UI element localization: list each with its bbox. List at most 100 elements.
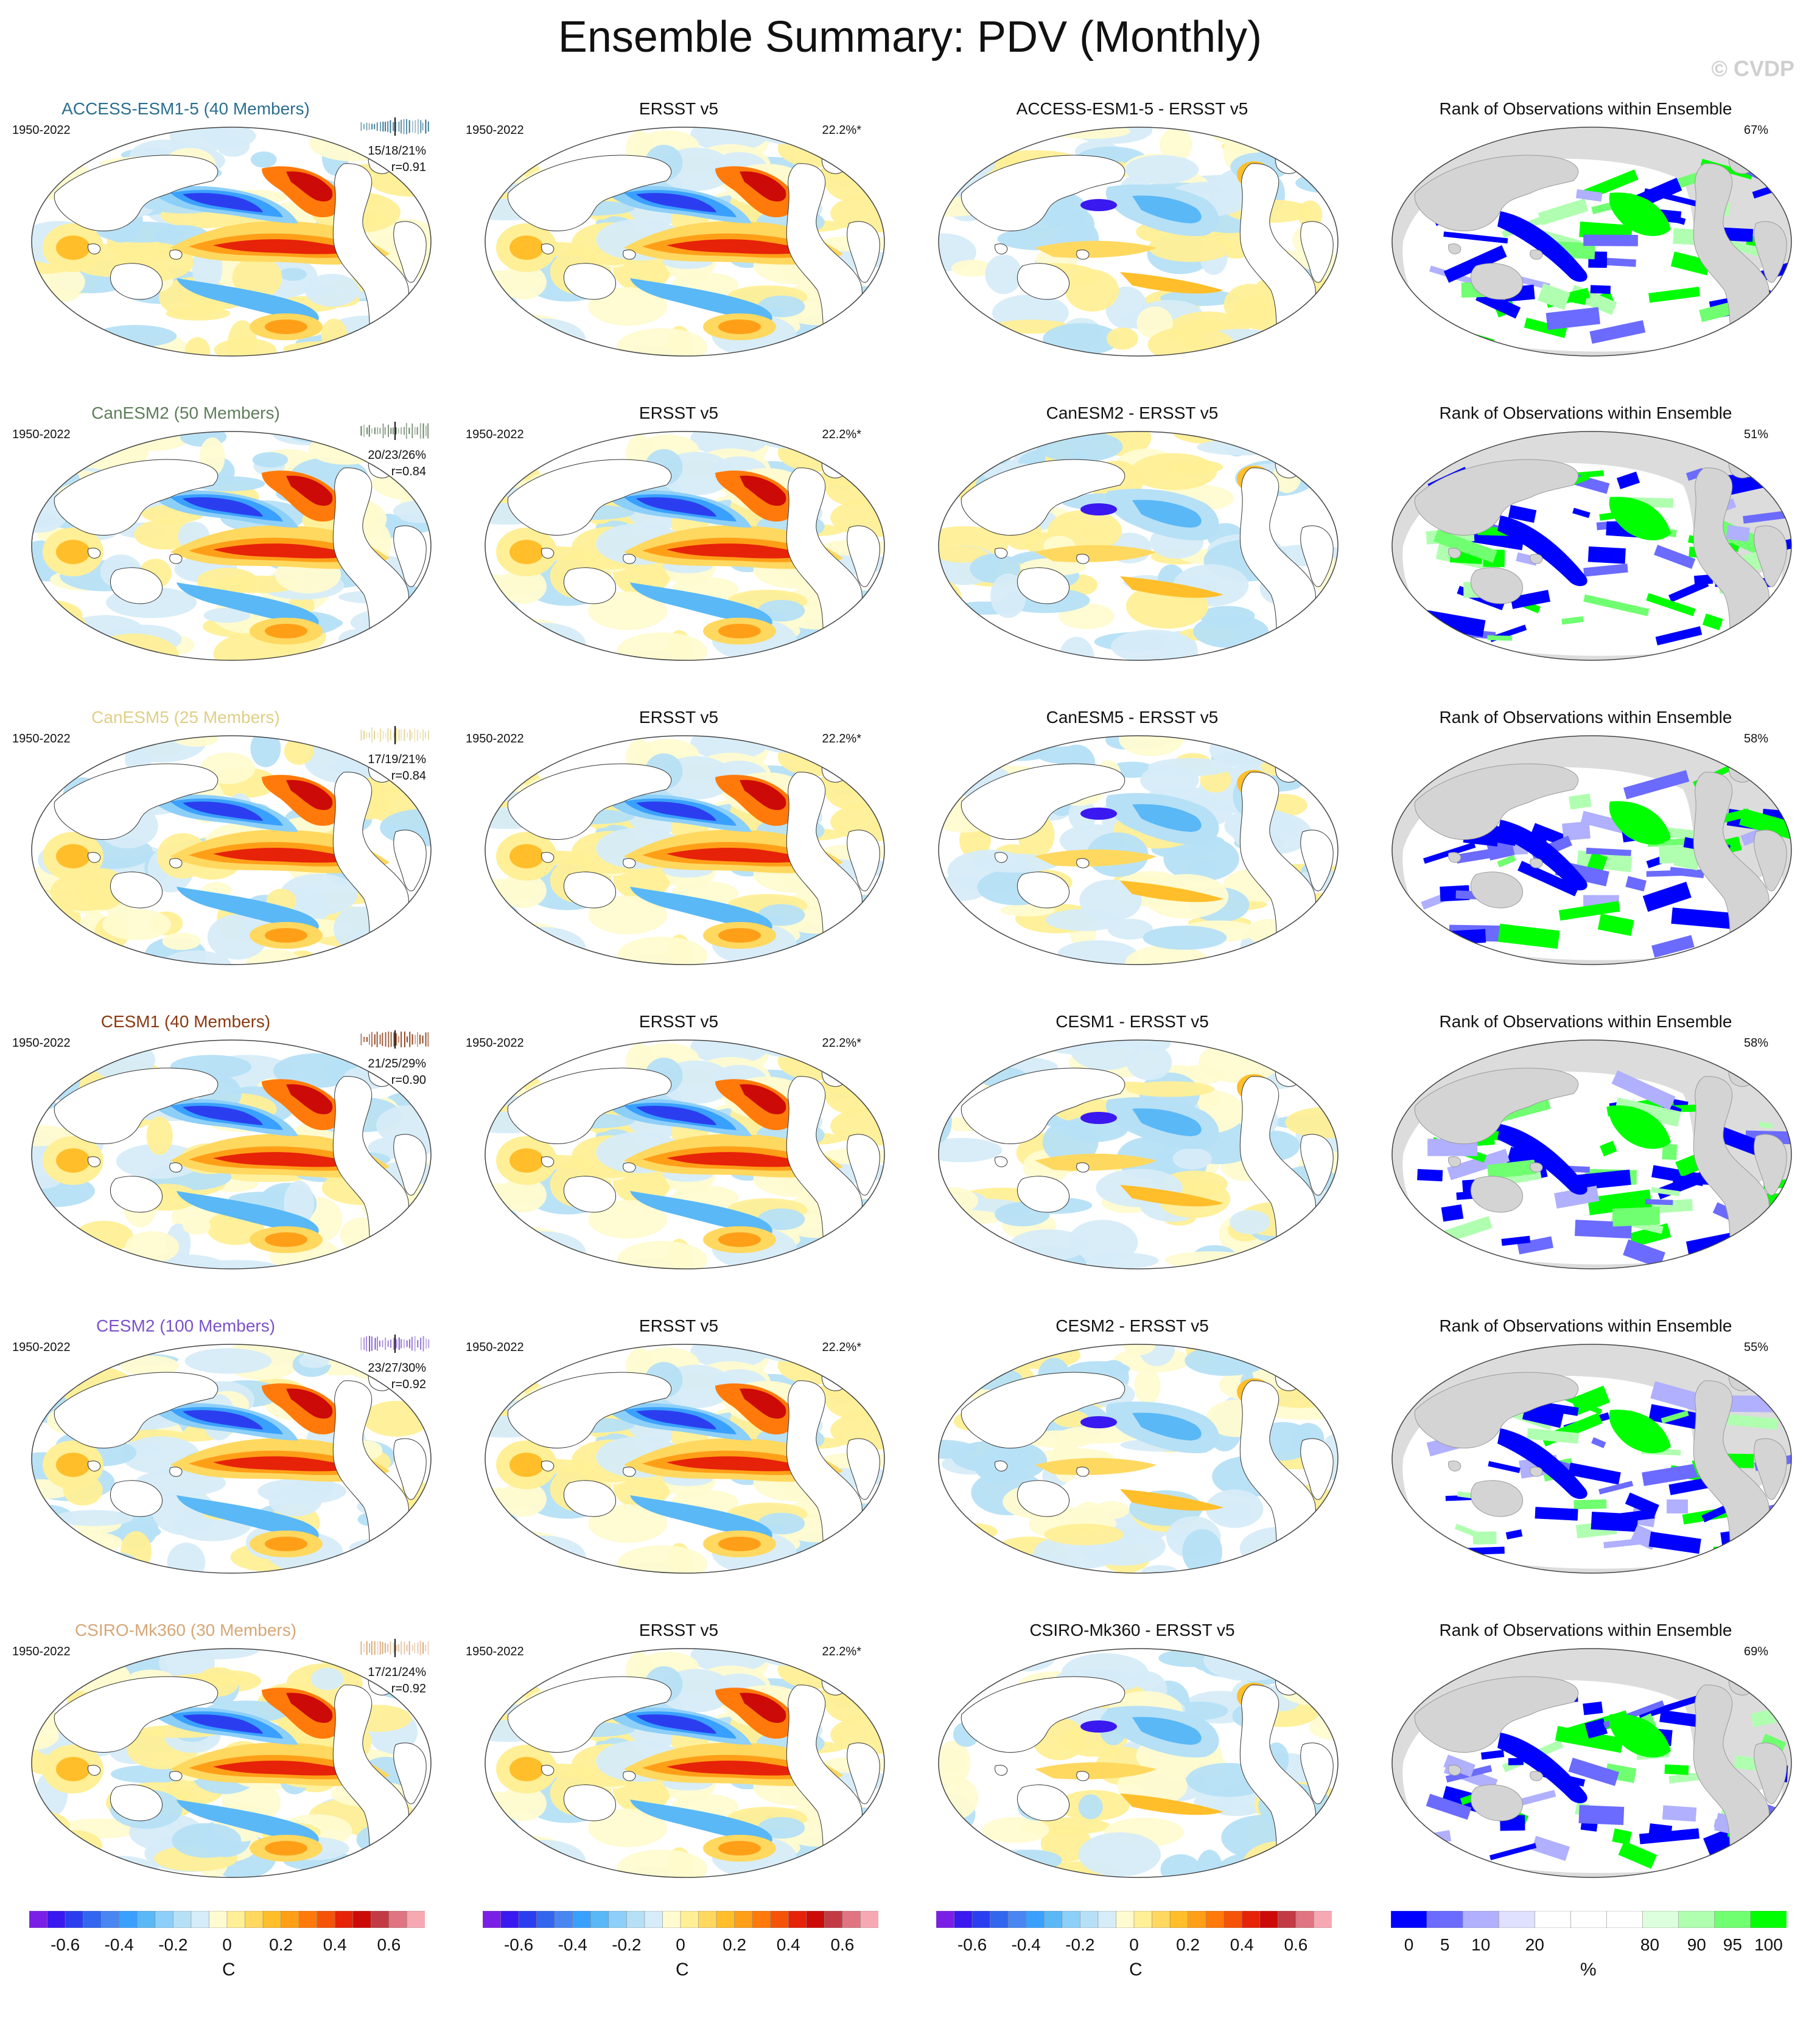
model-sst-map [31, 1344, 432, 1574]
colorbar-strip [1390, 1910, 1787, 1929]
colorbar-tick-label: 0.2 [269, 1935, 293, 1954]
obs-panel: ERSST v5 1950-2022 22.2%* [460, 703, 898, 1007]
rank-pct: 69% [1743, 1645, 1768, 1658]
model-title: CanESM5 (25 Members) [91, 708, 280, 727]
model-stats: 21/25/29% r=0.90 [368, 1056, 426, 1089]
model-sst-map [31, 1039, 432, 1269]
diff-panel: CanESM5 - ERSST v5 [913, 703, 1351, 1007]
model-title: ACCESS-ESM1-5 (40 Members) [61, 99, 310, 118]
member-spread-bars [360, 726, 429, 744]
rank-pct: 51% [1743, 428, 1768, 441]
colorbar-tick-label: 0 [1404, 1935, 1414, 1954]
colorbar-tick-label: 5 [1440, 1935, 1450, 1954]
obs-sst-map [485, 735, 885, 965]
rank-pct: 55% [1743, 1341, 1768, 1354]
rank-title: Rank of Observations within Ensemble [1439, 1316, 1732, 1335]
obs-panel: ERSST v5 1950-2022 22.2%* [460, 1311, 898, 1616]
period-label: 1950-2022 [12, 1341, 71, 1354]
colorbar-tick-label: -0.4 [104, 1935, 134, 1954]
diff-colorbar: -0.6 -0.4 -0.2 0 0.2 0.4 0.6 C [936, 1910, 1332, 2018]
colorbar-tick-label: 10 [1471, 1935, 1491, 1954]
colorbar-strip [29, 1910, 425, 1929]
stats-percentiles: 21/25/29% [368, 1057, 426, 1070]
colorbar-tick-label: 0.2 [1176, 1935, 1200, 1954]
rank-pct: 58% [1743, 1036, 1768, 1050]
period-label: 1950-2022 [12, 124, 71, 137]
pattern-correlation: r=0.84 [391, 465, 426, 478]
diff-title: CanESM5 - ERSST v5 [1046, 708, 1219, 727]
colorbar-tick-label: -0.4 [558, 1935, 587, 1954]
model-panel: CSIRO-Mk360 (30 Members) 1950-2022 17/21… [6, 1616, 444, 1920]
colorbar-tick-label: 0.4 [776, 1935, 800, 1954]
model-sst-map [31, 127, 432, 357]
obs-variance-pct: 22.2%* [822, 1341, 862, 1354]
obs-title: ERSST v5 [639, 1316, 719, 1335]
obs-sst-map [485, 127, 885, 357]
period-label: 1950-2022 [466, 1341, 524, 1354]
obs-title: ERSST v5 [639, 1621, 719, 1639]
colorbar-tick-label: -0.6 [957, 1935, 987, 1954]
diff-title: CanESM2 - ERSST v5 [1046, 403, 1219, 422]
period-label: 1950-2022 [12, 1645, 71, 1658]
period-label: 1950-2022 [12, 1036, 71, 1050]
colorbar-tick-label: 90 [1687, 1935, 1706, 1954]
stats-percentiles: 20/23/26% [368, 449, 426, 462]
colorbar-tick-label: -0.2 [1065, 1935, 1095, 1954]
model-sst-map [31, 735, 432, 965]
model-stats: 15/18/21% r=0.91 [368, 143, 426, 176]
model-panel: CanESM2 (50 Members) 1950-2022 20/23/26%… [6, 399, 444, 703]
colorbar-tick-label: 80 [1640, 1935, 1660, 1954]
rank-map [1391, 1039, 1792, 1269]
cvdp-credit: © CVDP [1711, 56, 1794, 81]
obs-sst-map [485, 431, 885, 661]
stats-percentiles: 17/21/24% [368, 1666, 426, 1679]
rank-map [1391, 735, 1792, 965]
colorbar-tick-label: -0.2 [158, 1935, 188, 1954]
model-sst-map [31, 1648, 432, 1878]
rank-panel: Rank of Observations within Ensemble 51% [1367, 399, 1805, 703]
diff-sst-map [938, 1344, 1339, 1574]
rank-map [1391, 127, 1792, 357]
diff-sst-map [938, 1648, 1339, 1878]
model-title: CESM2 (100 Members) [96, 1316, 276, 1335]
pattern-correlation: r=0.91 [391, 161, 426, 174]
colorbar-tick-label: 0.4 [1230, 1935, 1254, 1954]
rank-panel: Rank of Observations within Ensemble 67% [1367, 94, 1805, 399]
colorbar-tick-label: 0.6 [377, 1935, 401, 1954]
model-sst-map [31, 431, 432, 661]
obs-title: ERSST v5 [639, 708, 719, 727]
member-spread-bars [360, 1030, 429, 1049]
colorbar-tick-label: 0 [222, 1935, 232, 1954]
model-colorbar: -0.6 -0.4 -0.2 0 0.2 0.4 0.6 C [29, 1910, 425, 2018]
rank-panel: Rank of Observations within Ensemble 58% [1367, 1007, 1805, 1311]
diff-sst-map [938, 735, 1339, 965]
rank-title: Rank of Observations within Ensemble [1439, 99, 1732, 118]
obs-variance-pct: 22.2%* [822, 1645, 862, 1658]
page-title: Ensemble Summary: PDV (Monthly) [558, 13, 1262, 61]
rank-title: Rank of Observations within Ensemble [1439, 708, 1732, 727]
rank-panel: Rank of Observations within Ensemble 58% [1367, 703, 1805, 1007]
model-title: CESM1 (40 Members) [100, 1012, 271, 1031]
diff-title: CESM1 - ERSST v5 [1055, 1012, 1209, 1031]
obs-panel: ERSST v5 1950-2022 22.2%* [460, 94, 898, 399]
obs-variance-pct: 22.2%* [822, 1036, 862, 1050]
period-label: 1950-2022 [466, 428, 524, 441]
model-panel: CESM1 (40 Members) 1950-2022 21/25/29% r… [6, 1007, 444, 1311]
diff-panel: ACCESS-ESM1-5 - ERSST v5 [913, 94, 1351, 399]
colorbar-unit: C [222, 1960, 236, 1980]
colorbar-tick-label: 20 [1525, 1935, 1544, 1954]
diff-panel: CanESM2 - ERSST v5 [913, 399, 1351, 703]
period-label: 1950-2022 [466, 1645, 524, 1658]
diff-title: CSIRO-Mk360 - ERSST v5 [1029, 1621, 1235, 1639]
obs-panel: ERSST v5 1950-2022 22.2%* [460, 399, 898, 703]
obs-title: ERSST v5 [639, 403, 719, 422]
pattern-correlation: r=0.92 [391, 1378, 426, 1391]
ensemble-row: CESM1 (40 Members) 1950-2022 21/25/29% r… [6, 1007, 1814, 1311]
model-stats: 17/19/21% r=0.84 [368, 752, 426, 784]
colorbar-tick-label: 95 [1723, 1935, 1742, 1954]
colorbar-unit: C [1129, 1960, 1143, 1980]
colorbar-unit: C [676, 1960, 689, 1980]
obs-sst-map [485, 1039, 885, 1269]
ensemble-row: CESM2 (100 Members) 1950-2022 23/27/30% … [6, 1311, 1814, 1616]
member-spread-bars [360, 422, 429, 440]
